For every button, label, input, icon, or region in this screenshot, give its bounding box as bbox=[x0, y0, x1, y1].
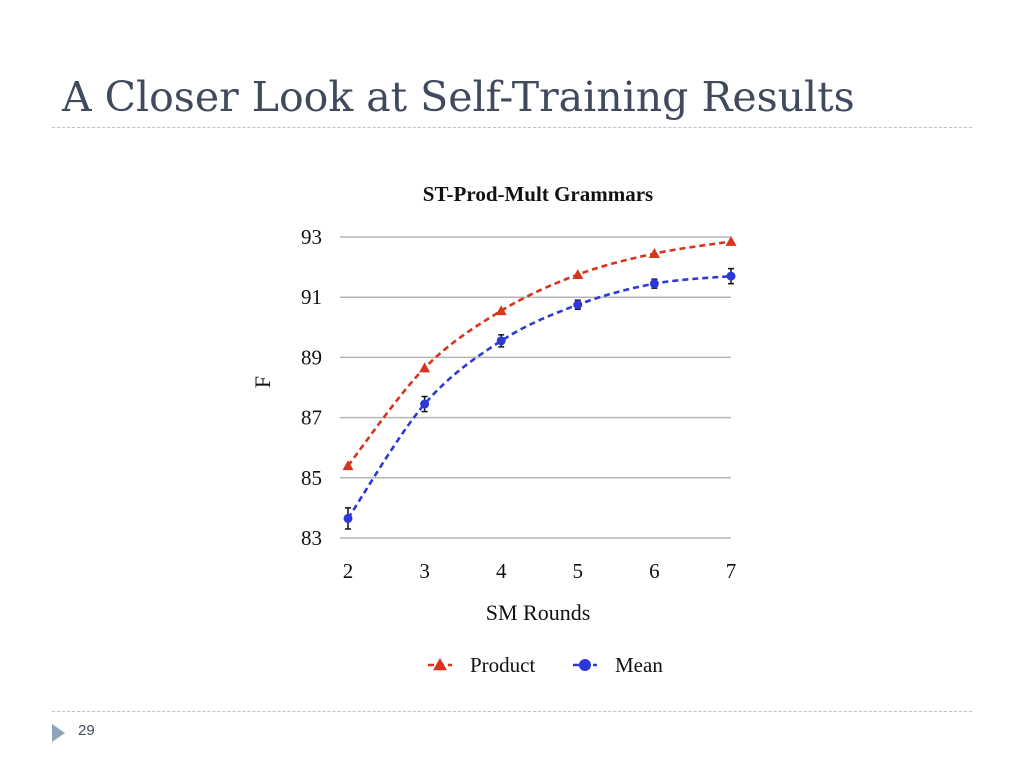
legend-mean-label: Mean bbox=[615, 653, 663, 677]
legend-product-label: Product bbox=[470, 653, 535, 677]
y-tick-label: 85 bbox=[301, 466, 322, 490]
mean-data-point bbox=[496, 336, 506, 346]
y-tick-label: 93 bbox=[301, 225, 322, 249]
mean-data-point bbox=[649, 279, 659, 289]
chart-title: ST-Prod-Mult Grammars bbox=[423, 182, 653, 206]
series-group bbox=[342, 236, 737, 530]
title-divider bbox=[52, 127, 972, 128]
bullet-arrow-icon bbox=[52, 724, 65, 742]
x-tick-label: 7 bbox=[726, 559, 737, 583]
x-axis-label: SM Rounds bbox=[486, 600, 591, 625]
product-data-point bbox=[342, 460, 354, 471]
x-tick-label: 3 bbox=[419, 559, 430, 583]
footer-divider bbox=[52, 711, 972, 712]
product-data-point bbox=[495, 305, 507, 316]
mean-data-point bbox=[420, 399, 430, 409]
slide-title: A Closer Look at Self-Training Results bbox=[62, 73, 855, 121]
product-data-point bbox=[419, 362, 431, 373]
legend: Product Mean bbox=[428, 653, 663, 677]
x-tick-label: 2 bbox=[343, 559, 354, 583]
mean-data-point bbox=[726, 271, 736, 281]
x-tick-label: 5 bbox=[573, 559, 584, 583]
y-tick-label: 87 bbox=[301, 406, 322, 430]
legend-product-marker bbox=[433, 658, 447, 671]
y-tick-label: 89 bbox=[301, 345, 322, 369]
y-axis-label: F bbox=[250, 376, 275, 388]
y-tick-label: 91 bbox=[301, 285, 322, 309]
x-tick-label: 4 bbox=[496, 559, 507, 583]
legend-mean-marker bbox=[579, 659, 591, 671]
mean-data-point bbox=[343, 513, 353, 523]
x-axis-tick-labels: 2 3 4 5 6 7 bbox=[343, 559, 737, 583]
product-series-line bbox=[346, 240, 732, 467]
product-data-point bbox=[572, 269, 584, 280]
x-tick-label: 6 bbox=[649, 559, 660, 583]
product-data-point bbox=[725, 236, 737, 246]
page-number: 29 bbox=[78, 722, 95, 739]
y-axis-tick-labels: 83 85 87 89 91 93 bbox=[301, 225, 322, 550]
product-data-point bbox=[648, 248, 660, 258]
mean-series-line bbox=[346, 274, 732, 520]
y-tick-label: 83 bbox=[301, 526, 322, 550]
mean-data-point bbox=[573, 300, 583, 310]
gridlines bbox=[340, 236, 731, 539]
